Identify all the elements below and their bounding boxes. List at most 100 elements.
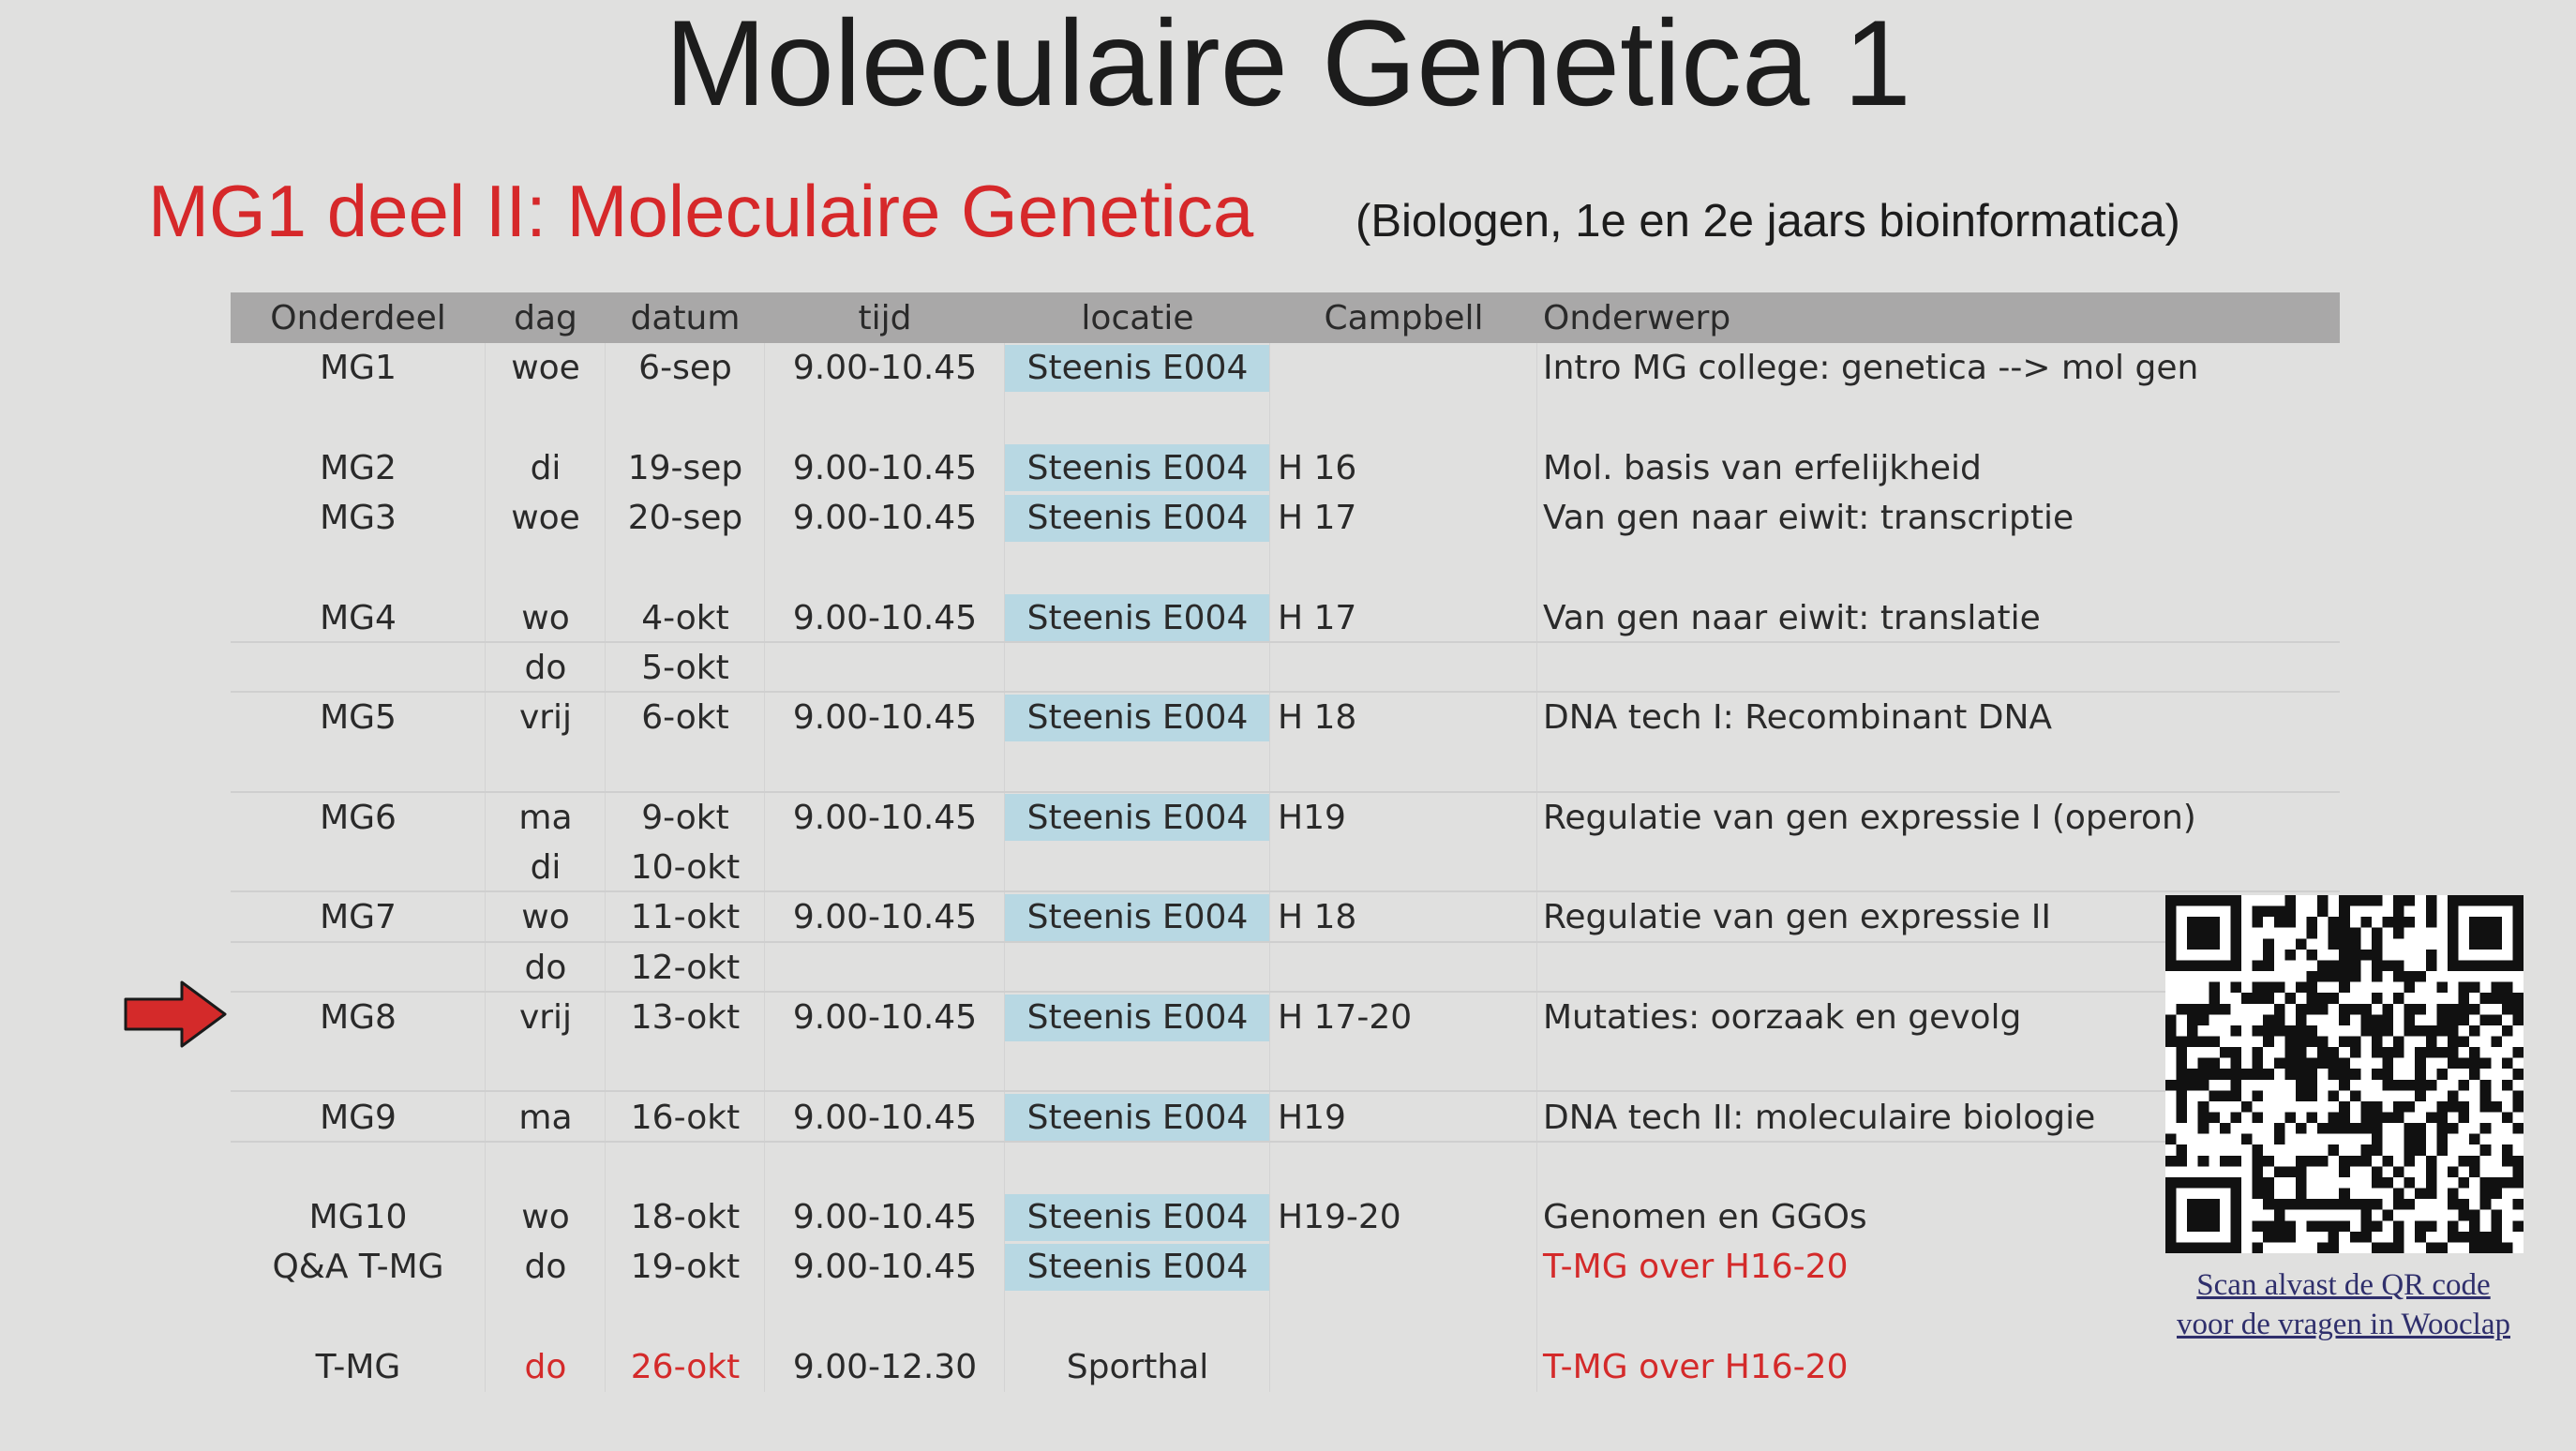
qr-caption-line-1[interactable]: Scan alvast de QR code	[2196, 1268, 2491, 1302]
cell-dag: do	[486, 642, 606, 694]
cell-locatie: Steenis E004	[1005, 892, 1270, 943]
cell-onderwerp: Van gen naar eiwit: translatie	[1543, 598, 2041, 637]
cell-datum: 26-okt	[606, 1341, 765, 1393]
table-row	[231, 742, 2340, 793]
cell-onderdeel: MG3	[231, 492, 486, 544]
cell-onderwerp: DNA tech I: Recombinant DNA	[1543, 698, 2053, 738]
table-row: do 5-okt	[231, 642, 2340, 694]
cell-datum: 4-okt	[606, 592, 765, 644]
cell-locatie	[1005, 1142, 1270, 1193]
cell-onderwerp	[1537, 543, 2340, 592]
qr-caption[interactable]: Scan alvast de QR code voor de vragen in…	[2156, 1265, 2531, 1344]
location-highlight: Steenis E004	[1005, 694, 1270, 741]
cell-tijd: 9.00-10.45	[765, 1092, 1005, 1144]
cell-datum	[606, 1142, 765, 1193]
cell-dag: vrij	[486, 693, 606, 743]
table-row: MG10 wo 18-okt 9.00-10.45 Steenis E004 H19-20…	[231, 1192, 2340, 1243]
header-onderwerp: Onderwerp	[1543, 298, 1731, 337]
cell-campbell: H 18	[1270, 693, 1537, 743]
cell-campbell: H 16	[1270, 442, 1537, 494]
table-row: do 12-okt	[231, 942, 2340, 994]
cell-locatie	[1005, 543, 1270, 593]
cell-onderdeel: MG5	[231, 693, 486, 743]
cell-dag	[486, 1042, 606, 1093]
cell-datum: 12-okt	[606, 942, 765, 994]
cell-tijd: 9.00-12.30	[765, 1341, 1005, 1393]
cell-locatie	[1005, 742, 1270, 793]
cell-onderwerp	[1537, 643, 2340, 693]
cell-datum	[606, 1292, 765, 1343]
location-highlight: Steenis E004	[1005, 794, 1270, 842]
cell-onderwerp: Regulatie van gen expressie I (operon)	[1543, 798, 2196, 837]
cell-onderdeel: MG6	[231, 792, 486, 844]
cell-dag: di	[486, 442, 606, 494]
cell-onderdeel: MG4	[231, 592, 486, 644]
cell-campbell	[1270, 942, 1537, 994]
location-highlight: Steenis E004	[1005, 1193, 1270, 1241]
cell-locatie: Sporthal	[1005, 1341, 1270, 1393]
cell-locatie	[1005, 1292, 1270, 1343]
location-highlight: Steenis E004	[1005, 344, 1270, 392]
cell-dag: do	[486, 1242, 606, 1293]
cell-tijd: 9.00-10.45	[765, 343, 1005, 394]
table-row: MG9 ma 16-okt 9.00-10.45 Steenis E004 H19 DNA …	[231, 1092, 2340, 1144]
qr-caption-line-2[interactable]: voor de vragen in Wooclap	[2177, 1308, 2510, 1341]
cell-tijd: 9.00-10.45	[765, 792, 1005, 844]
cell-dag: ma	[486, 792, 606, 844]
table-row: MG5 vrij 6-okt 9.00-10.45 Steenis E004 H 18 DN…	[231, 693, 2340, 743]
cell-locatie: Steenis E004	[1005, 693, 1270, 743]
cell-tijd: 9.00-10.45	[765, 1192, 1005, 1243]
cell-dag: wo	[486, 892, 606, 943]
cell-locatie: Steenis E004	[1005, 792, 1270, 844]
cell-tijd: 9.00-10.45	[765, 1242, 1005, 1293]
cell-dag: do	[486, 1341, 606, 1393]
cell-datum	[606, 1042, 765, 1093]
cell-dag: woe	[486, 492, 606, 544]
cell-tijd: 9.00-10.45	[765, 492, 1005, 544]
cell-tijd: 9.00-10.45	[765, 442, 1005, 494]
cell-campbell	[1270, 842, 1537, 893]
cell-campbell: H 17	[1270, 592, 1537, 644]
cell-onderdeel	[231, 842, 486, 893]
cell-datum	[606, 742, 765, 793]
cell-dag: do	[486, 942, 606, 994]
cell-dag: ma	[486, 1092, 606, 1144]
cell-onderdeel: T-MG	[231, 1341, 486, 1393]
cell-campbell	[1270, 1142, 1537, 1193]
header-dag: dag	[514, 298, 577, 337]
cell-campbell	[1270, 642, 1537, 694]
cell-locatie: Steenis E004	[1005, 343, 1270, 394]
cell-onderwerp: Van gen naar eiwit: transcriptie	[1543, 499, 2074, 538]
cell-tijd	[765, 1292, 1005, 1343]
table-row: MG6 ma 9-okt 9.00-10.45 Steenis E004 H19 Regul…	[231, 792, 2340, 844]
cell-datum: 6-sep	[606, 343, 765, 394]
cell-tijd	[765, 1142, 1005, 1193]
cell-campbell: H19-20	[1270, 1192, 1537, 1243]
cell-onderwerp: Mol. basis van erfelijkheid	[1543, 448, 1982, 487]
cell-onderdeel	[231, 1292, 486, 1343]
header-datum: datum	[630, 298, 741, 337]
cell-onderwerp	[1537, 742, 2340, 792]
cell-tijd	[765, 942, 1005, 994]
cell-datum: 5-okt	[606, 642, 765, 694]
cell-onderdeel	[231, 942, 486, 994]
cell-onderwerp: Mutaties: oorzaak en gevolg	[1543, 998, 2022, 1037]
cell-datum: 19-sep	[606, 442, 765, 494]
cell-locatie: Steenis E004	[1005, 1092, 1270, 1144]
cell-tijd: 9.00-10.45	[765, 892, 1005, 943]
header-tijd: tijd	[858, 298, 912, 337]
location-highlight: Steenis E004	[1005, 444, 1270, 492]
header-onderdeel: Onderdeel	[270, 298, 446, 337]
cell-onderdeel: MG1	[231, 343, 486, 394]
qr-code-icon[interactable]	[2165, 895, 2524, 1253]
cell-tijd: 9.00-10.45	[765, 992, 1005, 1043]
cell-onderwerp: Intro MG college: genetica --> mol gen	[1543, 349, 2199, 388]
cell-datum: 19-okt	[606, 1242, 765, 1293]
cell-dag	[486, 543, 606, 593]
table-row: MG7 wo 11-okt 9.00-10.45 Steenis E004 H 18 Reg…	[231, 892, 2340, 943]
location-highlight: Steenis E004	[1005, 594, 1270, 642]
cell-datum: 6-okt	[606, 693, 765, 743]
cell-onderwerp: Regulatie van gen expressie II	[1543, 898, 2052, 937]
cell-campbell: H 17-20	[1270, 992, 1537, 1043]
cell-onderwerp	[1537, 843, 2340, 892]
